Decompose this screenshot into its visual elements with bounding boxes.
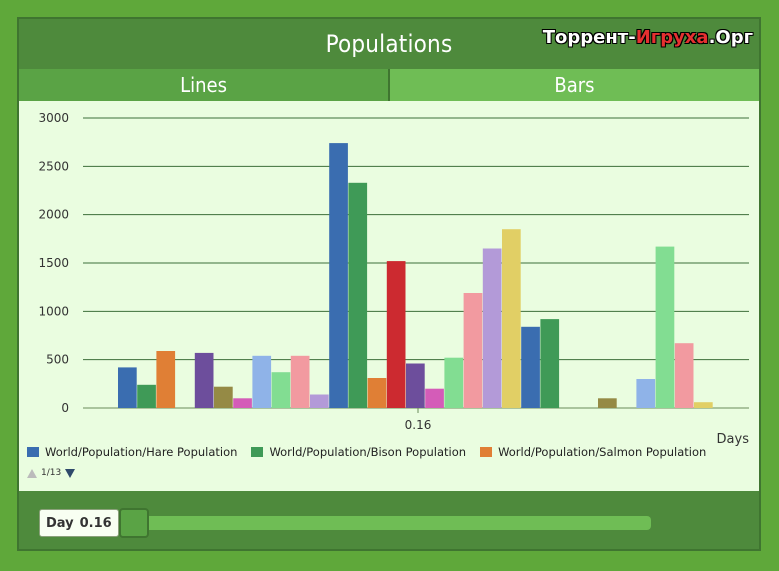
legend-swatch	[27, 447, 39, 457]
bar[interactable]	[521, 326, 540, 408]
bar[interactable]	[655, 246, 675, 408]
tab-bars[interactable]: Bars	[390, 69, 759, 101]
day-label: Day	[46, 515, 74, 531]
bar[interactable]	[444, 357, 464, 408]
tab-lines[interactable]: Lines	[19, 69, 390, 101]
bar[interactable]	[271, 372, 291, 408]
bar[interactable]	[425, 388, 444, 408]
bar[interactable]	[386, 261, 406, 408]
page-down-icon[interactable]	[65, 468, 76, 478]
time-slider-track[interactable]	[119, 516, 651, 530]
bar[interactable]	[290, 355, 310, 408]
y-tick-label: 2500	[38, 159, 69, 173]
timeline-footer: Day 0.16	[19, 491, 759, 549]
bar[interactable]	[540, 319, 560, 408]
watermark-mid: Игруха	[635, 27, 709, 48]
bar[interactable]	[598, 398, 617, 408]
legend-label: World/Population/Salmon Population	[498, 445, 707, 459]
y-tick-label: 0	[61, 401, 69, 415]
legend-label: World/Population/Hare Population	[45, 445, 238, 459]
bar[interactable]	[194, 352, 214, 408]
chart-panel: 0 500 1000 1500 2000 2500 3000 0.16 Days World/…	[19, 101, 759, 491]
bar[interactable]	[694, 402, 713, 408]
bar[interactable]	[406, 363, 425, 409]
bar[interactable]	[233, 398, 252, 408]
bar[interactable]	[310, 394, 329, 409]
bar[interactable]	[214, 386, 233, 408]
bar[interactable]	[137, 384, 156, 408]
bar[interactable]	[636, 379, 656, 408]
legend-swatch	[480, 447, 493, 457]
bar[interactable]	[367, 378, 387, 408]
bar[interactable]	[348, 182, 368, 408]
time-slider-thumb[interactable]	[119, 508, 149, 538]
view-tabs: Lines Bars	[19, 69, 759, 101]
y-tick-label: 1500	[38, 256, 69, 270]
bar[interactable]	[118, 367, 137, 408]
bar[interactable]	[329, 143, 348, 408]
day-value: 0.16	[79, 515, 112, 531]
legend-item-salmon[interactable]: World/Population/Salmon Population	[480, 445, 706, 459]
legend-item-bison[interactable]: World/Population/Bison Population	[251, 445, 466, 459]
legend-swatch	[251, 447, 264, 457]
window-title: Populations	[325, 30, 453, 58]
populations-window: Populations Торрент-Игруха.Орг Lines Bar…	[17, 17, 761, 551]
x-tick-label: 0.16	[405, 418, 432, 432]
legend-pager: 1/13	[27, 468, 76, 478]
day-readout: Day 0.16	[39, 509, 119, 537]
bar[interactable]	[252, 355, 272, 408]
y-tick-label: 2000	[38, 208, 69, 222]
y-tick-label: 3000	[38, 111, 69, 125]
bar[interactable]	[482, 248, 502, 409]
page-indicator: 1/13	[41, 468, 62, 478]
bar-chart: 0 500 1000 1500 2000 2500 3000 0.16	[38, 111, 749, 432]
page-up-icon[interactable]	[27, 468, 37, 478]
bar[interactable]	[156, 351, 176, 408]
y-tick-label: 500	[46, 353, 69, 367]
bar[interactable]	[674, 343, 694, 408]
watermark-logo: Торрент-Игруха.Орг	[543, 27, 753, 48]
legend-item-hare[interactable]: World/Population/Hare Population	[27, 445, 237, 459]
x-axis-label: Days	[716, 432, 749, 447]
bar[interactable]	[463, 293, 483, 408]
bar[interactable]	[502, 229, 521, 408]
watermark-left: Торрент-	[542, 27, 636, 48]
y-tick-label: 1000	[38, 304, 69, 318]
chart-legend: World/Population/Hare Population World/P…	[27, 445, 706, 459]
watermark-right: .Орг	[708, 27, 753, 48]
legend-label: World/Population/Bison Population	[269, 445, 467, 459]
